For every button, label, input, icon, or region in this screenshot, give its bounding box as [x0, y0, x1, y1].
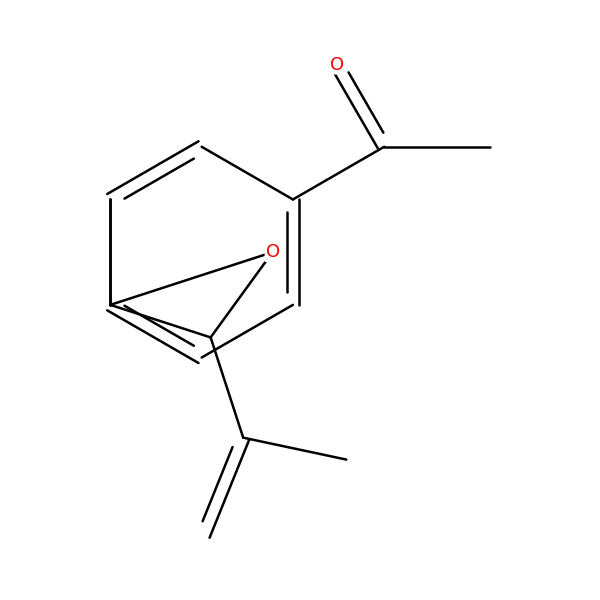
Text: O: O: [266, 243, 280, 261]
Text: O: O: [330, 56, 344, 74]
